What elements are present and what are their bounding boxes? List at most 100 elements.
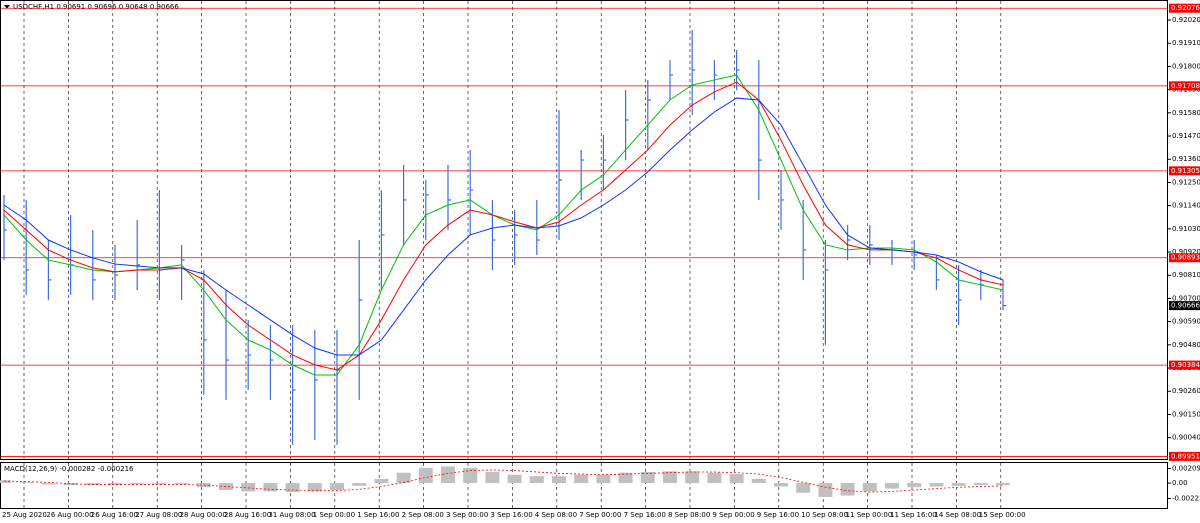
x-tick-label: 14 Sep 08:00 [934, 511, 981, 519]
macd-bar [818, 483, 833, 497]
macd-header: MACD(12,26,9) -0.000282 -0.000216 [4, 465, 134, 473]
macd-bar [640, 472, 655, 484]
macd-bar [441, 466, 455, 484]
macd-bar [751, 478, 766, 484]
macd-bar [529, 476, 544, 484]
y-tick-label: 0.90260 [1172, 387, 1200, 395]
y-tick-label: 0.00 [1172, 479, 1188, 487]
macd-bar [41, 483, 56, 485]
x-tick-label: 11 Sep 00:00 [846, 511, 893, 519]
macd-bar [130, 483, 145, 485]
y-tick-label: 0.92020 [1172, 16, 1200, 24]
x-tick-label: 28 Aug 00:00 [180, 511, 227, 519]
macd-bar [152, 483, 167, 485]
moving-average [3, 74, 1004, 376]
macd-bar [973, 483, 988, 486]
y-tick-label: 0.90700 [1172, 294, 1200, 302]
x-tick-label: 2 Sep 08:00 [402, 511, 444, 519]
y-tick-label: 0.91800 [1172, 62, 1200, 70]
macd-bar [174, 483, 189, 485]
macd-bar [285, 483, 300, 493]
macd-bar [0, 480, 11, 484]
x-tick-label: 9 Sep 00:00 [712, 511, 754, 519]
y-tick-label: 0.91910 [1172, 39, 1200, 47]
level-label: 0.90893 [1171, 254, 1200, 262]
level-label: 0.90384 [1171, 361, 1200, 369]
macd-bar [729, 474, 744, 484]
x-tick-label: 9 Sep 16:00 [757, 511, 799, 519]
macd-bar [929, 483, 944, 487]
level-label: 0.91708 [1171, 82, 1200, 90]
x-tick-label: 8 Sep 08:00 [668, 511, 710, 519]
moving-average [3, 97, 1004, 356]
level-label: 0.91305 [1171, 167, 1200, 175]
macd-bar [685, 471, 700, 484]
y-tick-label: 0.90150 [1172, 410, 1200, 418]
macd-bar [796, 483, 811, 493]
current-price-box [1169, 301, 1200, 311]
current-price-label: 0.90666 [1171, 302, 1200, 310]
x-tick-label: 3 Sep 00:00 [446, 511, 488, 519]
macd-bar [418, 467, 433, 484]
level-label-box [1169, 253, 1200, 263]
menu-arrow[interactable] [4, 5, 10, 9]
x-tick-label: 26 Aug 16:00 [91, 511, 138, 519]
last-open: 0.90691 [56, 3, 85, 11]
macd-bar [241, 483, 256, 492]
macd-bar [463, 467, 478, 484]
macd-bar [862, 483, 877, 492]
y-tick-label: 0.002097 [1172, 465, 1200, 473]
macd-bar [907, 483, 922, 488]
symbol-title: USDCHF,H1 [13, 3, 54, 11]
level-label: 0.92076 [1171, 4, 1200, 12]
macd-bar [840, 483, 855, 496]
macd-bar [507, 474, 522, 484]
macd-bar [485, 472, 500, 484]
macd-bar [618, 472, 633, 484]
y-tick-label: 0.90040 [1172, 434, 1200, 442]
macd-bar [996, 483, 1010, 486]
main-pane-frame [0, 0, 1168, 460]
last-high: 0.90696 [88, 3, 117, 11]
macd-bar [885, 483, 899, 489]
x-tick-label: 28 Aug 16:00 [224, 511, 271, 519]
x-tick-label: 25 Aug 2020 [2, 511, 47, 519]
macd-bar [951, 483, 966, 486]
last-close: 0.90666 [150, 3, 179, 11]
y-tick-label: 0.91140 [1172, 202, 1200, 210]
macd-bar [707, 472, 722, 484]
x-tick-label: 7 Sep 00:00 [579, 511, 621, 519]
y-tick-label: 0.91580 [1172, 109, 1200, 117]
x-tick-label: 7 Sep 16:00 [624, 511, 666, 519]
moving-average [3, 81, 1004, 371]
level-label-box [1169, 451, 1200, 461]
macd-bar [63, 483, 78, 486]
macd-bar [196, 483, 211, 488]
macd-bar [307, 483, 322, 492]
macd-bar [330, 483, 344, 490]
macd-bar [263, 483, 278, 492]
level-label-box [1169, 360, 1200, 370]
macd-bar [219, 483, 233, 490]
macd-bar [774, 483, 788, 487]
x-tick-label: 3 Sep 16:00 [490, 511, 532, 519]
macd-bar [396, 472, 411, 484]
x-tick-label: 26 Aug 00:00 [46, 511, 93, 519]
macd-bar [108, 483, 122, 486]
x-tick-label: 10 Sep 08:00 [801, 511, 848, 519]
level-label-box [1169, 81, 1200, 91]
y-tick-label: 0.90810 [1172, 271, 1200, 279]
macd-bar [663, 471, 677, 484]
x-tick-label: 1 Sep 00:00 [313, 511, 355, 519]
macd-bar [574, 474, 589, 484]
y-tick-label: -0.002233 [1172, 495, 1200, 503]
y-tick-label: 0.90590 [1172, 318, 1200, 326]
macd-title: MACD(12,26,9) [4, 465, 57, 473]
macd-bar [374, 478, 389, 484]
x-tick-label: 4 Sep 08:00 [535, 511, 577, 519]
y-tick-label: 0.91030 [1172, 225, 1200, 233]
macd-pane-frame [0, 462, 1168, 509]
